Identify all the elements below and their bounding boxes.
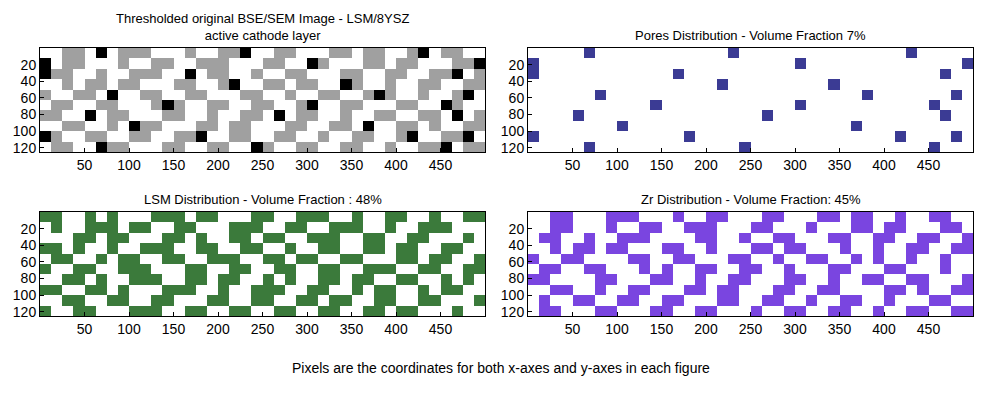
svg-text:60: 60 — [21, 90, 37, 106]
svg-text:Pores Distribution - Volume Fr: Pores Distribution - Volume Fraction 7% — [635, 28, 866, 43]
svg-text:60: 60 — [509, 90, 525, 106]
svg-text:450: 450 — [917, 157, 941, 173]
svg-text:450: 450 — [429, 321, 453, 337]
svg-text:450: 450 — [917, 321, 941, 337]
svg-text:40: 40 — [509, 73, 525, 89]
svg-text:80: 80 — [509, 270, 525, 286]
svg-text:100: 100 — [605, 157, 629, 173]
svg-text:40: 40 — [21, 237, 37, 253]
svg-text:100: 100 — [605, 321, 629, 337]
svg-text:LSM Distribution - Volume Frac: LSM Distribution - Volume Fraction : 48% — [144, 192, 382, 207]
svg-text:60: 60 — [509, 254, 525, 270]
svg-text:450: 450 — [429, 157, 453, 173]
svg-text:20: 20 — [21, 221, 37, 237]
svg-text:200: 200 — [206, 157, 230, 173]
svg-text:400: 400 — [384, 157, 408, 173]
svg-text:250: 250 — [739, 321, 763, 337]
svg-text:50: 50 — [565, 321, 581, 337]
svg-text:350: 350 — [340, 157, 364, 173]
svg-text:50: 50 — [565, 157, 581, 173]
svg-text:150: 150 — [650, 157, 674, 173]
svg-text:400: 400 — [872, 157, 896, 173]
svg-text:250: 250 — [739, 157, 763, 173]
svg-text:80: 80 — [21, 106, 37, 122]
svg-text:Pixels are the coordinates for: Pixels are the coordinates for both x-ax… — [292, 360, 710, 376]
svg-text:40: 40 — [21, 73, 37, 89]
svg-text:100: 100 — [501, 123, 525, 139]
svg-text:50: 50 — [77, 321, 93, 337]
svg-text:Zr Distribution - Volume Fract: Zr Distribution - Volume Fraction: 45% — [641, 192, 861, 207]
svg-text:120: 120 — [501, 304, 525, 320]
svg-text:300: 300 — [295, 321, 319, 337]
svg-text:80: 80 — [509, 106, 525, 122]
svg-text:300: 300 — [783, 157, 807, 173]
svg-text:80: 80 — [21, 270, 37, 286]
svg-text:120: 120 — [13, 304, 37, 320]
svg-text:250: 250 — [251, 157, 275, 173]
svg-text:100: 100 — [13, 287, 37, 303]
svg-text:200: 200 — [694, 321, 718, 337]
svg-text:150: 150 — [162, 157, 186, 173]
svg-text:50: 50 — [77, 157, 93, 173]
svg-text:20: 20 — [509, 221, 525, 237]
svg-text:250: 250 — [251, 321, 275, 337]
svg-text:120: 120 — [13, 140, 37, 156]
svg-text:100: 100 — [117, 321, 141, 337]
svg-text:100: 100 — [13, 123, 37, 139]
svg-text:300: 300 — [295, 157, 319, 173]
svg-text:200: 200 — [206, 321, 230, 337]
svg-text:400: 400 — [384, 321, 408, 337]
svg-text:60: 60 — [21, 254, 37, 270]
svg-text:300: 300 — [783, 321, 807, 337]
svg-text:150: 150 — [650, 321, 674, 337]
svg-text:120: 120 — [501, 140, 525, 156]
svg-text:100: 100 — [501, 287, 525, 303]
svg-text:350: 350 — [828, 321, 852, 337]
svg-text:350: 350 — [340, 321, 364, 337]
svg-text:40: 40 — [509, 237, 525, 253]
svg-text:20: 20 — [509, 57, 525, 73]
svg-text:200: 200 — [694, 157, 718, 173]
svg-text:100: 100 — [117, 157, 141, 173]
svg-text:Thresholded original BSE/SEM I: Thresholded original BSE/SEM Image - LSM… — [116, 11, 409, 43]
svg-text:20: 20 — [21, 57, 37, 73]
svg-text:350: 350 — [828, 157, 852, 173]
svg-text:150: 150 — [162, 321, 186, 337]
svg-text:400: 400 — [872, 321, 896, 337]
